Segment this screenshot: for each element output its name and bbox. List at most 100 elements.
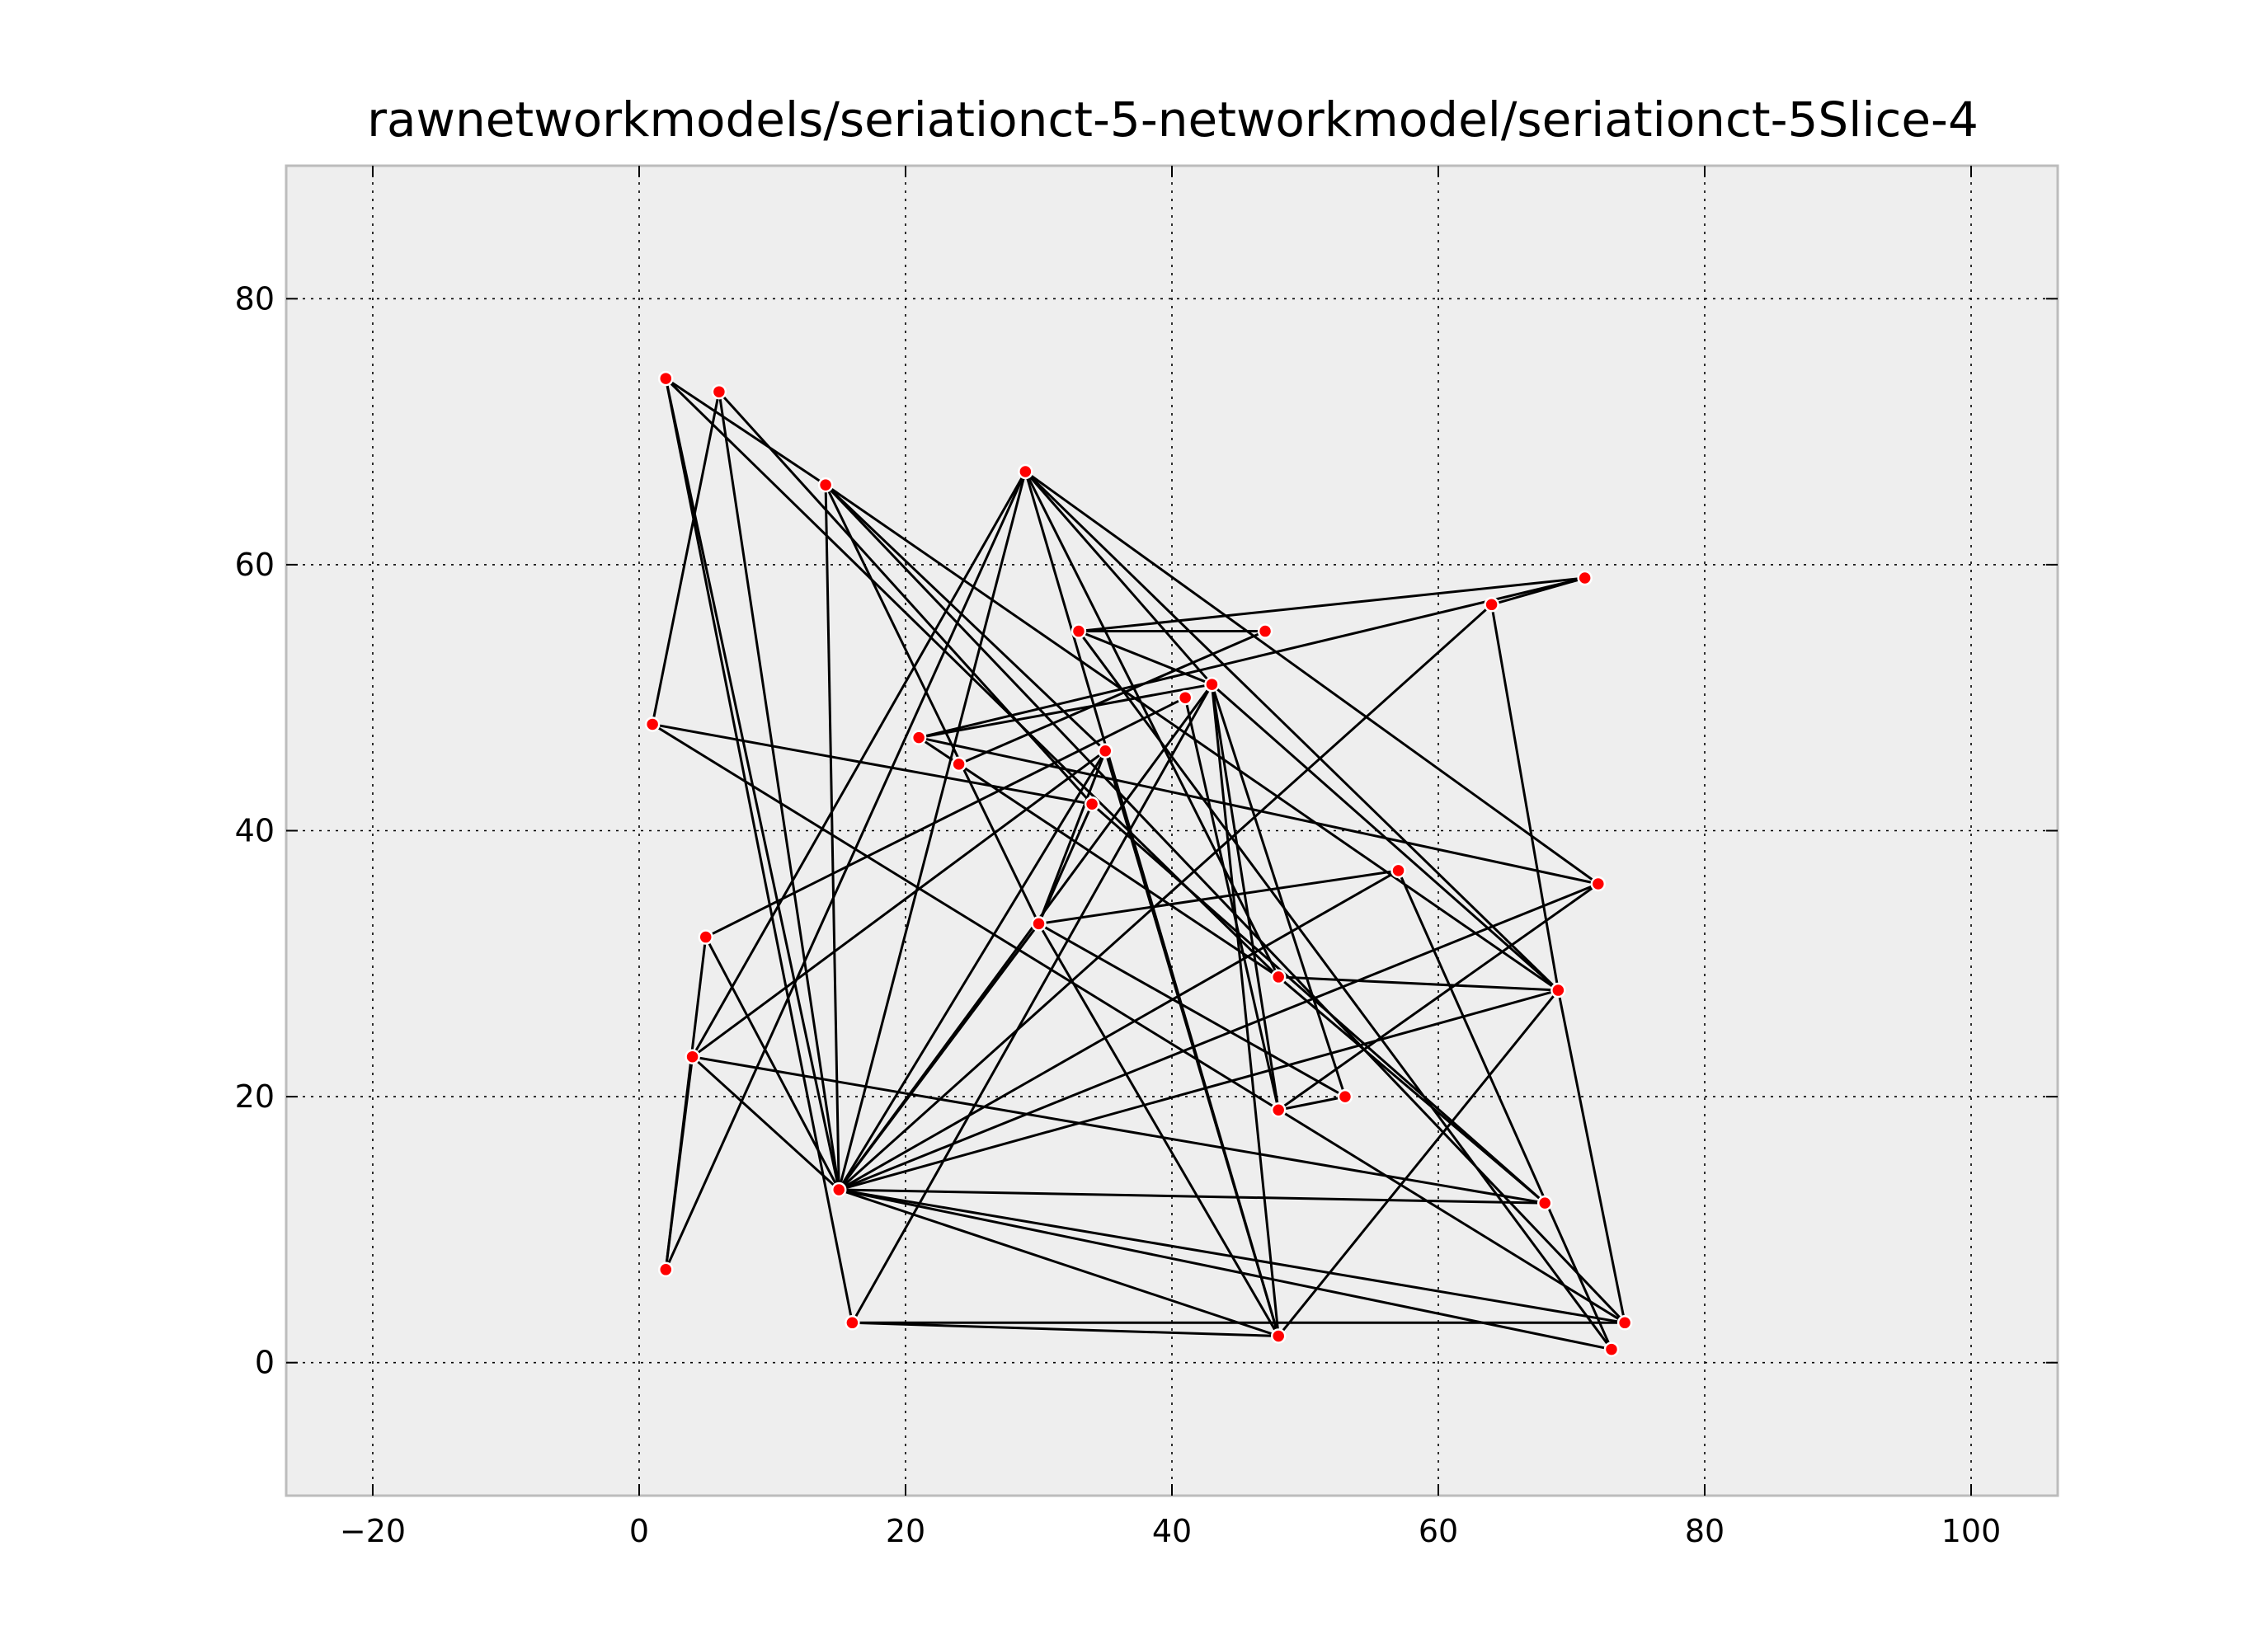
network-edge bbox=[1491, 576, 1586, 606]
network-edge bbox=[1038, 923, 1346, 1098]
network-node bbox=[698, 929, 713, 945]
y-tick-label: 40 bbox=[235, 813, 275, 849]
network-node bbox=[1018, 463, 1033, 480]
network-node bbox=[1177, 689, 1193, 706]
network-edge bbox=[1278, 1095, 1346, 1111]
network-edge bbox=[852, 1321, 1279, 1337]
network-node bbox=[658, 1261, 674, 1278]
network-edge bbox=[825, 484, 1107, 752]
network-edge bbox=[664, 1056, 694, 1270]
network-edge bbox=[718, 391, 1094, 806]
network-node bbox=[817, 477, 834, 493]
network-edge bbox=[1038, 869, 1399, 925]
x-tick-label: 80 bbox=[1685, 1513, 1725, 1549]
network-edge bbox=[691, 749, 1107, 1058]
network-edge bbox=[1078, 576, 1585, 633]
network-edge bbox=[958, 630, 1266, 766]
network-edge bbox=[918, 736, 1280, 979]
network-edge bbox=[825, 483, 1560, 992]
network-edge bbox=[837, 471, 1027, 1191]
network-node bbox=[1616, 1315, 1633, 1331]
network-node bbox=[831, 1182, 847, 1198]
x-tick-label: −20 bbox=[340, 1513, 406, 1549]
network-edge bbox=[718, 391, 840, 1191]
network-edge bbox=[1024, 470, 1599, 886]
network-node bbox=[1270, 969, 1287, 985]
network-edge bbox=[664, 378, 854, 1323]
network-edge bbox=[838, 989, 1559, 1191]
network-edge bbox=[1183, 697, 1280, 1111]
network-edges bbox=[651, 377, 1626, 1351]
network-node bbox=[910, 730, 927, 745]
x-tick-label: 60 bbox=[1419, 1513, 1458, 1549]
network-edge bbox=[691, 1055, 840, 1191]
network-edge bbox=[692, 1055, 1546, 1205]
y-tick-label: 0 bbox=[255, 1345, 275, 1381]
network-edge bbox=[652, 723, 1626, 1324]
network-edge bbox=[1024, 471, 1280, 978]
network-edge bbox=[1024, 471, 1213, 686]
network-edge bbox=[918, 683, 1212, 740]
x-tick-label: 0 bbox=[629, 1513, 649, 1549]
network-edge bbox=[824, 485, 840, 1191]
network-edge bbox=[918, 736, 1599, 886]
network-edge bbox=[918, 576, 1586, 740]
network-edge bbox=[1278, 989, 1560, 1337]
network-edge bbox=[652, 722, 1093, 806]
network-edge bbox=[1103, 750, 1280, 1337]
network-node bbox=[1031, 916, 1047, 932]
x-tick-label: 20 bbox=[886, 1513, 925, 1549]
network-edge bbox=[704, 936, 840, 1191]
network-edge bbox=[825, 484, 1626, 1324]
network-edge bbox=[1210, 684, 1280, 1337]
axis-tick-labels: −20 0 20 40 60 80 100 0 20 40 60 80 bbox=[235, 280, 2002, 1549]
network-edge bbox=[1078, 630, 1213, 686]
network-node bbox=[1097, 743, 1113, 759]
network-node bbox=[1084, 796, 1100, 812]
network-edge bbox=[838, 1188, 1626, 1324]
network-node bbox=[951, 756, 967, 773]
network-node bbox=[1270, 1328, 1287, 1344]
grid-lines bbox=[286, 166, 2058, 1496]
network-edge bbox=[691, 471, 1027, 1058]
network-edge bbox=[1211, 684, 1347, 1097]
network-edge bbox=[824, 484, 1040, 925]
network-node bbox=[1550, 982, 1566, 998]
network-edge bbox=[1278, 975, 1559, 992]
network-edge bbox=[665, 377, 826, 486]
network-node bbox=[1590, 876, 1607, 892]
network-edge bbox=[1091, 803, 1546, 1205]
network-edge bbox=[838, 1188, 1279, 1337]
network-node bbox=[711, 383, 727, 400]
network-edge bbox=[651, 391, 721, 725]
network-node bbox=[1337, 1088, 1353, 1105]
network-edge bbox=[1038, 923, 1280, 1337]
network-node bbox=[1070, 623, 1087, 639]
network-edge bbox=[838, 604, 1493, 1191]
x-tick-label: 40 bbox=[1152, 1513, 1192, 1549]
network-node bbox=[1270, 1102, 1287, 1118]
network-edge bbox=[1278, 882, 1599, 1111]
network-node bbox=[1603, 1341, 1620, 1357]
y-tick-label: 80 bbox=[235, 280, 275, 317]
network-node bbox=[1390, 862, 1406, 879]
y-tick-label: 60 bbox=[235, 547, 275, 583]
x-tick-label: 100 bbox=[1941, 1513, 2002, 1549]
network-nodes bbox=[644, 370, 1633, 1357]
network-edge bbox=[838, 869, 1400, 1191]
network-node bbox=[658, 370, 674, 387]
network-edge bbox=[1038, 750, 1107, 924]
y-tick-label: 20 bbox=[235, 1078, 275, 1115]
network-edge bbox=[1278, 975, 1546, 1205]
network-edge bbox=[1490, 604, 1560, 991]
network-edge bbox=[1210, 684, 1280, 1111]
network-edge bbox=[705, 696, 1186, 938]
network-edge bbox=[664, 471, 1027, 1271]
network-node bbox=[1577, 570, 1593, 586]
network-edge bbox=[1556, 989, 1626, 1323]
network-edge bbox=[838, 923, 1040, 1191]
network-node bbox=[1257, 623, 1273, 639]
network-edge bbox=[838, 882, 1599, 1191]
network-node bbox=[1204, 676, 1220, 693]
